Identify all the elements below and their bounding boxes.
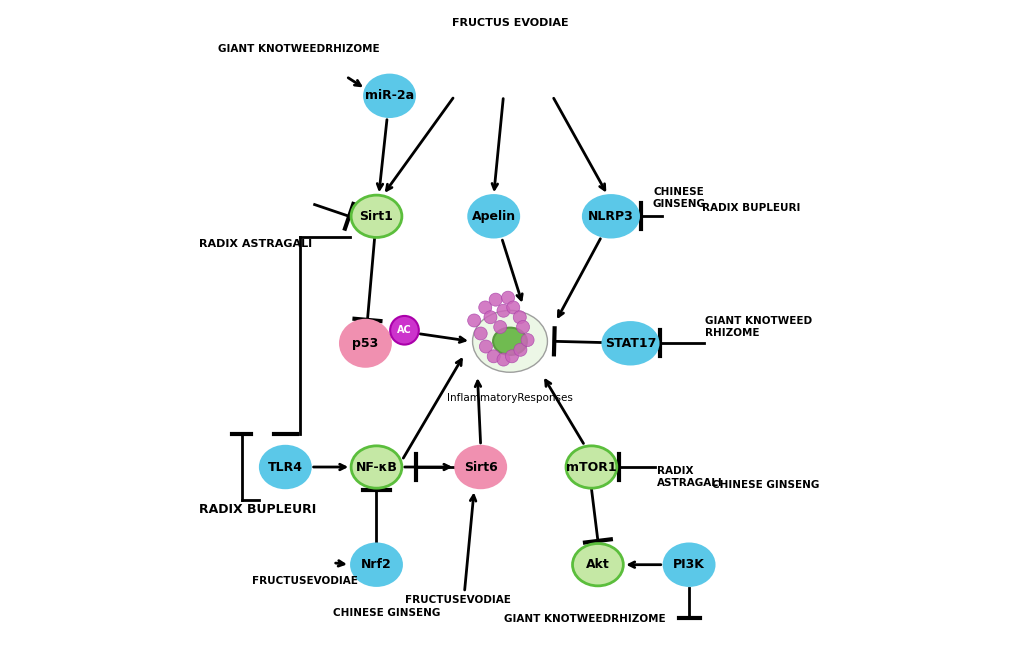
Text: Sirt1: Sirt1 (360, 210, 393, 223)
Circle shape (514, 343, 527, 356)
Circle shape (516, 320, 529, 334)
Circle shape (487, 350, 499, 363)
Text: PI3K: PI3K (673, 559, 704, 571)
Ellipse shape (472, 311, 547, 372)
Text: RADIX BUPLEURI: RADIX BUPLEURI (701, 203, 799, 213)
Ellipse shape (602, 322, 658, 364)
Text: NF-κB: NF-κB (356, 460, 397, 473)
Ellipse shape (339, 320, 390, 367)
Text: CHINESE GINSENG: CHINESE GINSENG (332, 608, 439, 618)
Text: InflammatoryResponses: InflammatoryResponses (446, 394, 573, 404)
Circle shape (521, 334, 534, 347)
Ellipse shape (351, 446, 401, 488)
Text: RADIX
ASTRAGALI: RADIX ASTRAGALI (656, 466, 721, 488)
Text: CHINESE GINSENG: CHINESE GINSENG (711, 479, 818, 490)
Ellipse shape (468, 195, 519, 237)
Circle shape (474, 327, 487, 340)
Ellipse shape (260, 446, 311, 488)
Ellipse shape (492, 328, 527, 355)
Text: Sirt6: Sirt6 (464, 460, 497, 473)
Circle shape (505, 350, 518, 363)
Text: GIANT KNOTWEEDRHIZOME: GIANT KNOTWEEDRHIZOME (503, 613, 665, 623)
Circle shape (489, 293, 501, 306)
Ellipse shape (583, 195, 638, 237)
Circle shape (478, 301, 491, 314)
Text: RADIX ASTRAGALI: RADIX ASTRAGALI (200, 239, 312, 249)
Ellipse shape (572, 543, 623, 586)
Circle shape (493, 320, 506, 334)
Text: FRUCTUS EVODIAE: FRUCTUS EVODIAE (451, 18, 568, 27)
Text: p53: p53 (352, 337, 378, 350)
Ellipse shape (454, 446, 505, 488)
Ellipse shape (351, 195, 401, 237)
Text: CHINESE
GINSENG: CHINESE GINSENG (652, 187, 705, 209)
Circle shape (496, 304, 510, 317)
Circle shape (496, 353, 510, 366)
Circle shape (501, 291, 514, 304)
Circle shape (513, 311, 526, 324)
Text: TLR4: TLR4 (268, 460, 303, 473)
Text: mTOR1: mTOR1 (566, 460, 616, 473)
Ellipse shape (351, 543, 401, 586)
Text: GIANT KNOTWEEDRHIZOME: GIANT KNOTWEEDRHIZOME (217, 44, 379, 54)
Circle shape (390, 316, 419, 345)
Text: STAT17: STAT17 (604, 337, 655, 350)
Circle shape (483, 311, 496, 324)
Circle shape (479, 340, 492, 353)
Text: FRUCTUSEVODIAE: FRUCTUSEVODIAE (405, 595, 511, 606)
Circle shape (468, 314, 480, 327)
Text: RADIX BUPLEURI: RADIX BUPLEURI (199, 503, 316, 516)
Ellipse shape (663, 543, 713, 586)
Circle shape (506, 301, 520, 314)
Ellipse shape (566, 446, 616, 488)
Text: GIANT KNOTWEED
RHIZOME: GIANT KNOTWEED RHIZOME (705, 316, 812, 338)
Text: Nrf2: Nrf2 (361, 559, 391, 571)
Text: NLRP3: NLRP3 (588, 210, 633, 223)
Text: FRUCTUSEVODIAE: FRUCTUSEVODIAE (252, 576, 358, 586)
Text: Apelin: Apelin (471, 210, 516, 223)
Text: Akt: Akt (586, 559, 609, 571)
Ellipse shape (364, 75, 415, 117)
Text: miR-2a: miR-2a (365, 90, 414, 102)
Text: AC: AC (396, 325, 412, 336)
